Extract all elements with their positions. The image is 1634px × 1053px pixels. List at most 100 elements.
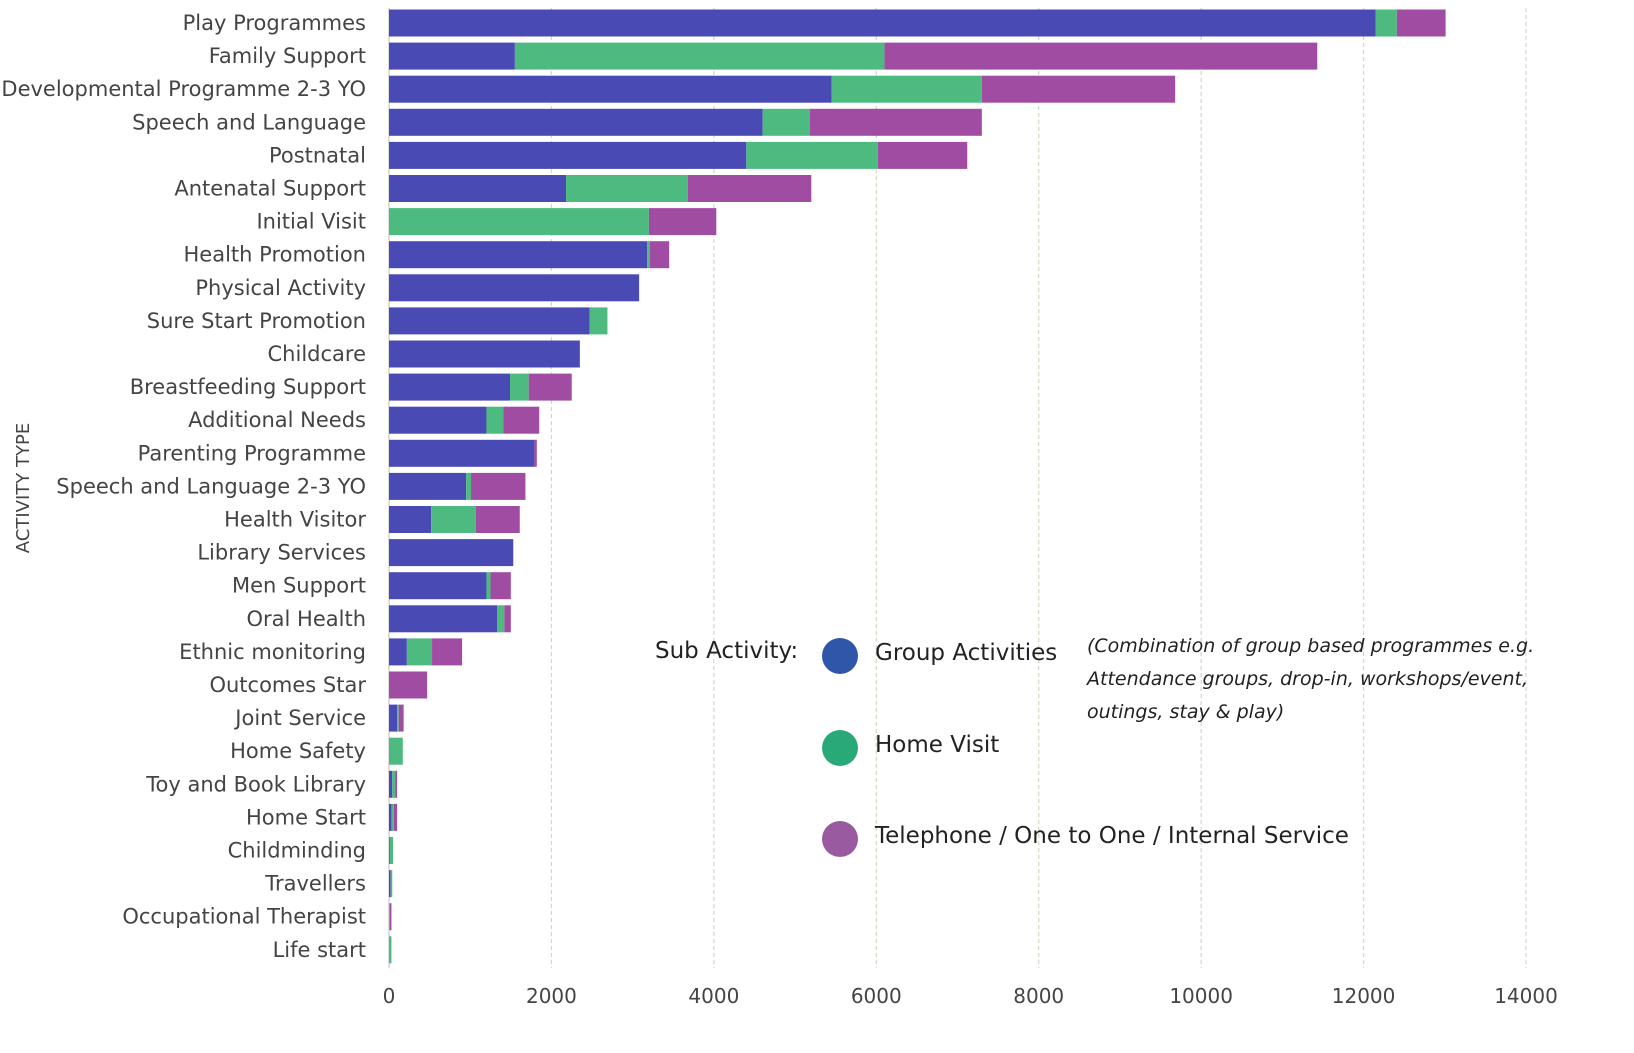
bar-oral-health-telephone-one-to-one-internal-service: [504, 605, 511, 633]
bar-men-support-telephone-one-to-one-internal-service: [490, 572, 511, 600]
category-label-oral-health: Oral Health: [247, 607, 367, 631]
x-tick-labels: 0 2000 4000 6000 8000 10000 12000 14000: [383, 984, 1558, 1008]
bar-toy-and-book-library-telephone-one-to-one-internal-service: [395, 770, 398, 798]
bar-postnatal-group-activities: [389, 141, 747, 169]
bars: [389, 9, 1446, 964]
category-label-health-promotion: Health Promotion: [184, 243, 366, 267]
bar-postnatal-home-visit: [746, 141, 878, 169]
legend-dot-group-activities: [822, 638, 858, 674]
x-tick-14000: 14000: [1494, 984, 1558, 1008]
bar-health-visitor-home-visit: [431, 506, 476, 533]
x-tick-2000: 2000: [526, 984, 577, 1008]
bar-physical-activity-group-activities: [389, 274, 640, 302]
category-label-library-services: Library Services: [197, 541, 366, 565]
bar-health-visitor-telephone-one-to-one-internal-service: [475, 506, 520, 533]
category-label-speech-and-language-2-3-yo: Speech and Language 2-3 YO: [56, 474, 366, 498]
bar-men-support-home-visit: [486, 572, 491, 600]
bar-speech-and-language-2-3-yo-home-visit: [466, 472, 472, 500]
x-tick-4000: 4000: [688, 984, 739, 1008]
bar-play-programmes-telephone-one-to-one-internal-service: [1396, 9, 1446, 37]
bar-additional-needs-group-activities: [389, 406, 487, 434]
bar-toy-and-book-library-home-visit: [392, 770, 396, 798]
bar-additional-needs-telephone-one-to-one-internal-service: [503, 406, 540, 434]
legend-dot-home-visit: [822, 730, 858, 766]
bar-breastfeeding-support-home-visit: [510, 373, 529, 401]
bar-speech-and-language-telephone-one-to-one-internal-service: [809, 108, 982, 136]
x-tick-6000: 6000: [851, 984, 902, 1008]
legend-title: Sub Activity:: [655, 638, 799, 664]
x-tick-10000: 10000: [1169, 984, 1233, 1008]
bar-childcare-group-activities: [389, 340, 580, 368]
category-label-antenatal-support: Antenatal Support: [174, 177, 366, 201]
bar-family-support-home-visit: [514, 42, 885, 70]
bar-oral-health-home-visit: [497, 605, 505, 633]
bar-antenatal-support-telephone-one-to-one-internal-service: [687, 175, 812, 202]
bar-speech-and-language-2-3-yo-telephone-one-to-one-internal-service: [471, 472, 526, 500]
bar-home-start-telephone-one-to-one-internal-service: [393, 803, 398, 831]
bar-developmental-programme-2-3-yo-home-visit: [831, 75, 982, 103]
category-label-initial-visit: Initial Visit: [256, 210, 366, 234]
bar-joint-service-telephone-one-to-one-internal-service: [398, 704, 404, 732]
bar-initial-visit-telephone-one-to-one-internal-service: [648, 208, 717, 236]
bar-occupational-therapist-home-visit: [389, 903, 390, 931]
bar-childminding-group-activities: [389, 837, 390, 864]
bar-outcomes-star-telephone-one-to-one-internal-service: [389, 671, 428, 699]
category-label-physical-activity: Physical Activity: [195, 276, 366, 300]
category-label-speech-and-language: Speech and Language: [132, 110, 366, 134]
legend: Sub Activity: Group Activities (Combinat…: [655, 630, 1555, 870]
bar-developmental-programme-2-3-yo-telephone-one-to-one-internal-service: [981, 75, 1176, 103]
bar-health-visitor-group-activities: [389, 506, 432, 533]
category-label-toy-and-book-library: Toy and Book Library: [145, 772, 366, 796]
bar-home-start-home-visit: [391, 803, 394, 831]
bar-life-start-home-visit: [389, 936, 392, 964]
category-label-parenting-programme: Parenting Programme: [138, 441, 366, 465]
bar-play-programmes-home-visit: [1375, 9, 1397, 37]
x-tick-12000: 12000: [1332, 984, 1396, 1008]
category-label-health-visitor: Health Visitor: [224, 508, 366, 532]
bar-postnatal-telephone-one-to-one-internal-service: [877, 141, 968, 169]
bar-joint-service-group-activities: [389, 704, 398, 732]
category-label-ethnic-monitoring: Ethnic monitoring: [179, 640, 366, 664]
bar-parenting-programme-telephone-one-to-one-internal-service: [534, 439, 537, 467]
bar-health-promotion-home-visit: [647, 241, 650, 269]
bar-childminding-home-visit: [389, 837, 394, 864]
category-label-life-start: Life start: [273, 938, 366, 962]
category-label-home-safety: Home Safety: [230, 739, 366, 763]
category-label-additional-needs: Additional Needs: [188, 408, 366, 432]
bar-health-promotion-telephone-one-to-one-internal-service: [649, 241, 670, 269]
bar-family-support-telephone-one-to-one-internal-service: [884, 42, 1318, 70]
bar-men-support-group-activities: [389, 572, 487, 600]
bar-play-programmes-group-activities: [389, 9, 1376, 37]
bar-breastfeeding-support-telephone-one-to-one-internal-service: [528, 373, 572, 401]
y-axis-label: ACTIVITY TYPE: [13, 423, 34, 553]
bar-ethnic-monitoring-group-activities: [389, 638, 407, 666]
legend-label-home-visit: Home Visit: [875, 732, 1000, 758]
category-label-travellers: Travellers: [264, 872, 366, 896]
legend-dot-telephone: [822, 821, 858, 857]
bar-oral-health-group-activities: [389, 605, 498, 633]
bar-home-safety-home-visit: [389, 737, 403, 765]
category-label-sure-start-promotion: Sure Start Promotion: [147, 309, 366, 333]
category-labels: Play Programmes Family Support Development…: [1, 11, 366, 962]
legend-label-group-activities: Group Activities: [875, 640, 1058, 666]
category-label-men-support: Men Support: [232, 574, 366, 598]
x-tick-8000: 8000: [1013, 984, 1064, 1008]
bar-library-services-group-activities: [389, 539, 514, 567]
category-label-developmental-programme-2-3-yo: Developmental Programme 2-3 YO: [1, 77, 366, 101]
bar-antenatal-support-group-activities: [389, 175, 567, 202]
category-label-joint-service: Joint Service: [233, 706, 366, 730]
category-label-occupational-therapist: Occupational Therapist: [122, 905, 366, 929]
bar-travellers-group-activities: [389, 870, 391, 898]
category-label-play-programmes: Play Programmes: [183, 11, 366, 35]
category-label-family-support: Family Support: [209, 44, 366, 68]
category-label-home-start: Home Start: [246, 805, 366, 829]
category-label-childminding: Childminding: [228, 839, 366, 863]
bar-family-support-group-activities: [389, 42, 515, 70]
bar-antenatal-support-home-visit: [566, 175, 688, 202]
legend-label-telephone: Telephone / One to One / Internal Servic…: [875, 823, 1349, 849]
bar-speech-and-language-2-3-yo-group-activities: [389, 472, 467, 500]
bar-breastfeeding-support-group-activities: [389, 373, 511, 401]
bar-speech-and-language-group-activities: [389, 108, 763, 136]
bar-speech-and-language-home-visit: [762, 108, 810, 136]
